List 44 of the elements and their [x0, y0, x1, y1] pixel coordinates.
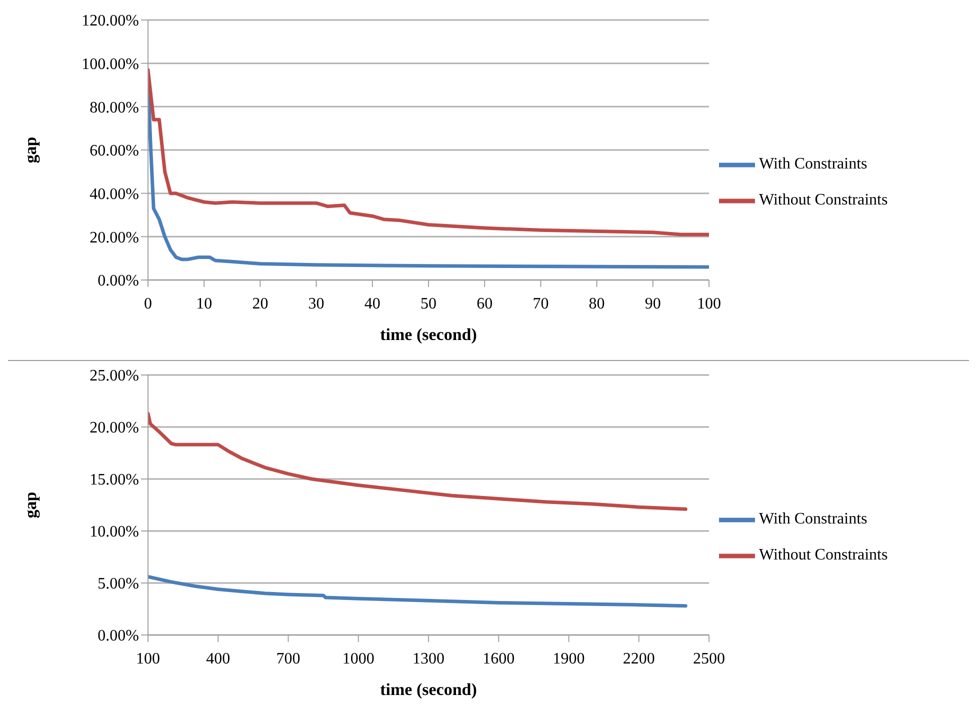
y-tick-label: 15.00% [90, 472, 139, 489]
x-tick-label: 20 [252, 295, 268, 312]
y-tick-label: 100.00% [82, 56, 139, 74]
x-tick-label: 2200 [622, 650, 655, 668]
legend-label: With Constraints [759, 510, 868, 528]
y-tick-label: 20.00% [90, 229, 139, 246]
x-tick-label: 100 [697, 295, 721, 312]
x-tick-label: 700 [276, 650, 300, 668]
legend-label: Without Constraints [759, 546, 888, 564]
x-tick-label: 0 [144, 295, 152, 312]
y-axis-title: gap [21, 492, 40, 518]
y-tick-label: 0.00% [98, 272, 139, 290]
x-tick-label: 1300 [412, 650, 444, 668]
legend-label: With Constraints [759, 156, 868, 173]
line-series [148, 68, 709, 236]
x-tick-label: 50 [420, 295, 436, 312]
x-tick-label: 90 [644, 295, 661, 312]
y-tick-label: 40.00% [90, 186, 139, 204]
y-tick-label: 5.00% [98, 576, 139, 593]
legend-label: Without Constraints [759, 192, 888, 209]
x-tick-label: 100 [136, 650, 160, 668]
y-tick-label: 10.00% [90, 524, 139, 541]
line-series [148, 412, 688, 511]
y-tick-label: 25.00% [90, 368, 139, 385]
y-tick-label: 0.00% [98, 628, 139, 645]
x-tick-label: 10 [196, 295, 212, 312]
y-tick-label: 80.00% [90, 99, 139, 116]
x-tick-label: 70 [532, 295, 549, 312]
x-tick-label: 30 [308, 295, 324, 312]
x-axis-title: time (second) [380, 680, 477, 699]
y-tick-label: 60.00% [90, 142, 139, 160]
y-tick-label: 20.00% [90, 420, 139, 437]
x-tick-label: 2500 [693, 650, 725, 668]
x-axis-title: time (second) [380, 325, 477, 344]
x-tick-label: 1900 [552, 650, 585, 668]
x-tick-label: 1000 [342, 650, 374, 668]
y-axis-title: gap [21, 136, 40, 164]
x-tick-label: 60 [476, 295, 493, 312]
x-tick-label: 1600 [482, 650, 515, 668]
x-tick-label: 40 [364, 295, 380, 312]
line-series [148, 575, 688, 608]
x-tick-label: 80 [588, 295, 605, 312]
y-tick-label: 120.00% [82, 12, 139, 30]
x-tick-label: 400 [206, 650, 230, 668]
